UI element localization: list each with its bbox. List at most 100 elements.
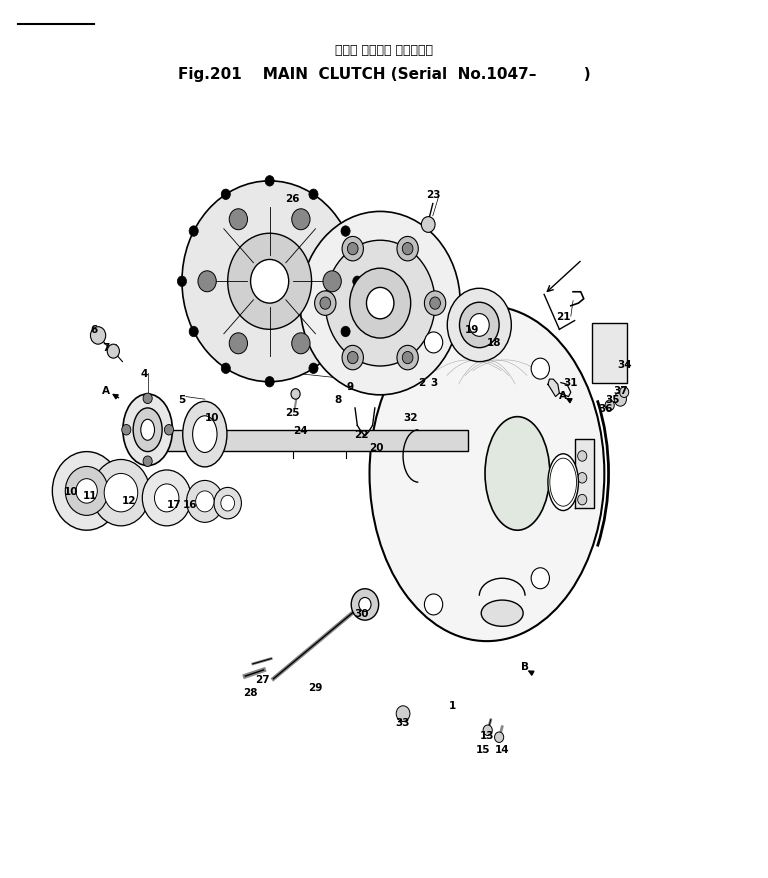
Text: 3: 3	[430, 378, 437, 387]
Text: 10: 10	[65, 486, 78, 496]
Text: 9: 9	[346, 382, 353, 392]
Text: メイン クラッチ （通用号機: メイン クラッチ （通用号機	[335, 44, 433, 57]
Circle shape	[91, 327, 106, 345]
FancyBboxPatch shape	[163, 430, 468, 451]
Text: 6: 6	[91, 325, 98, 335]
Text: 18: 18	[488, 338, 502, 348]
Circle shape	[578, 451, 587, 462]
Ellipse shape	[141, 420, 154, 441]
Circle shape	[227, 234, 312, 330]
Circle shape	[342, 237, 363, 262]
Circle shape	[221, 363, 230, 374]
Circle shape	[320, 298, 331, 310]
Text: 20: 20	[369, 443, 384, 453]
Circle shape	[300, 212, 460, 395]
Circle shape	[177, 277, 187, 287]
Circle shape	[341, 227, 350, 237]
Text: Fig.201    MAIN  CLUTCH (Serial  No.1047–         ): Fig.201 MAIN CLUTCH (Serial No.1047– )	[177, 67, 591, 82]
Circle shape	[366, 288, 394, 320]
Text: 24: 24	[293, 425, 307, 435]
Text: 17: 17	[167, 500, 182, 509]
Circle shape	[353, 277, 362, 287]
Circle shape	[425, 594, 442, 615]
Text: 34: 34	[617, 360, 631, 370]
Circle shape	[342, 346, 363, 371]
Text: 28: 28	[243, 687, 258, 697]
Text: 26: 26	[285, 194, 300, 204]
Circle shape	[347, 352, 358, 364]
Text: 23: 23	[426, 190, 441, 199]
Circle shape	[265, 176, 274, 187]
Text: A: A	[559, 391, 568, 400]
Circle shape	[341, 327, 350, 337]
Text: 21: 21	[556, 312, 571, 322]
Circle shape	[309, 190, 318, 200]
Text: 15: 15	[476, 744, 490, 753]
Circle shape	[459, 303, 499, 349]
Circle shape	[164, 425, 174, 435]
Circle shape	[315, 291, 336, 316]
Text: 8: 8	[335, 395, 342, 405]
Circle shape	[425, 333, 442, 354]
Circle shape	[469, 314, 489, 337]
Circle shape	[323, 271, 341, 292]
Text: 4: 4	[140, 369, 147, 378]
Text: 10: 10	[205, 412, 220, 422]
Text: 35: 35	[605, 395, 620, 405]
Circle shape	[447, 289, 511, 363]
Text: 2: 2	[419, 378, 425, 387]
Ellipse shape	[133, 408, 162, 452]
Text: 19: 19	[465, 325, 479, 335]
Circle shape	[402, 243, 413, 255]
Circle shape	[347, 243, 358, 255]
Circle shape	[189, 227, 198, 237]
Circle shape	[196, 492, 214, 512]
Circle shape	[229, 334, 247, 355]
Circle shape	[143, 393, 152, 404]
Circle shape	[614, 392, 627, 407]
Text: 12: 12	[121, 495, 136, 505]
Circle shape	[198, 271, 217, 292]
Text: 16: 16	[182, 500, 197, 509]
Text: B: B	[521, 661, 529, 671]
Ellipse shape	[548, 454, 578, 511]
Circle shape	[397, 346, 419, 371]
Text: 30: 30	[354, 608, 369, 618]
Circle shape	[620, 387, 629, 398]
Text: 25: 25	[285, 408, 300, 418]
Circle shape	[292, 210, 310, 230]
Text: A: A	[101, 386, 110, 396]
Circle shape	[108, 345, 120, 359]
Text: 7: 7	[102, 342, 109, 352]
Circle shape	[531, 568, 549, 589]
Circle shape	[430, 298, 440, 310]
Text: 1: 1	[449, 700, 456, 710]
Circle shape	[229, 210, 247, 230]
Polygon shape	[548, 379, 559, 397]
Circle shape	[359, 598, 371, 612]
Circle shape	[92, 460, 150, 526]
Circle shape	[121, 425, 131, 435]
Text: 36: 36	[598, 404, 612, 414]
Circle shape	[578, 473, 587, 484]
Circle shape	[104, 474, 137, 512]
Circle shape	[214, 488, 241, 519]
Ellipse shape	[123, 394, 173, 466]
Ellipse shape	[485, 417, 550, 530]
Text: 37: 37	[613, 386, 627, 396]
Circle shape	[326, 241, 435, 367]
Ellipse shape	[193, 416, 217, 453]
Circle shape	[250, 260, 289, 304]
Circle shape	[578, 495, 587, 506]
Circle shape	[187, 481, 223, 522]
Text: 14: 14	[495, 744, 509, 753]
Circle shape	[605, 400, 614, 411]
Ellipse shape	[369, 306, 604, 642]
Text: 13: 13	[480, 730, 494, 741]
Circle shape	[221, 496, 234, 511]
Circle shape	[189, 327, 198, 337]
Circle shape	[182, 182, 357, 382]
Circle shape	[292, 334, 310, 355]
Ellipse shape	[482, 601, 523, 627]
Circle shape	[396, 706, 410, 722]
